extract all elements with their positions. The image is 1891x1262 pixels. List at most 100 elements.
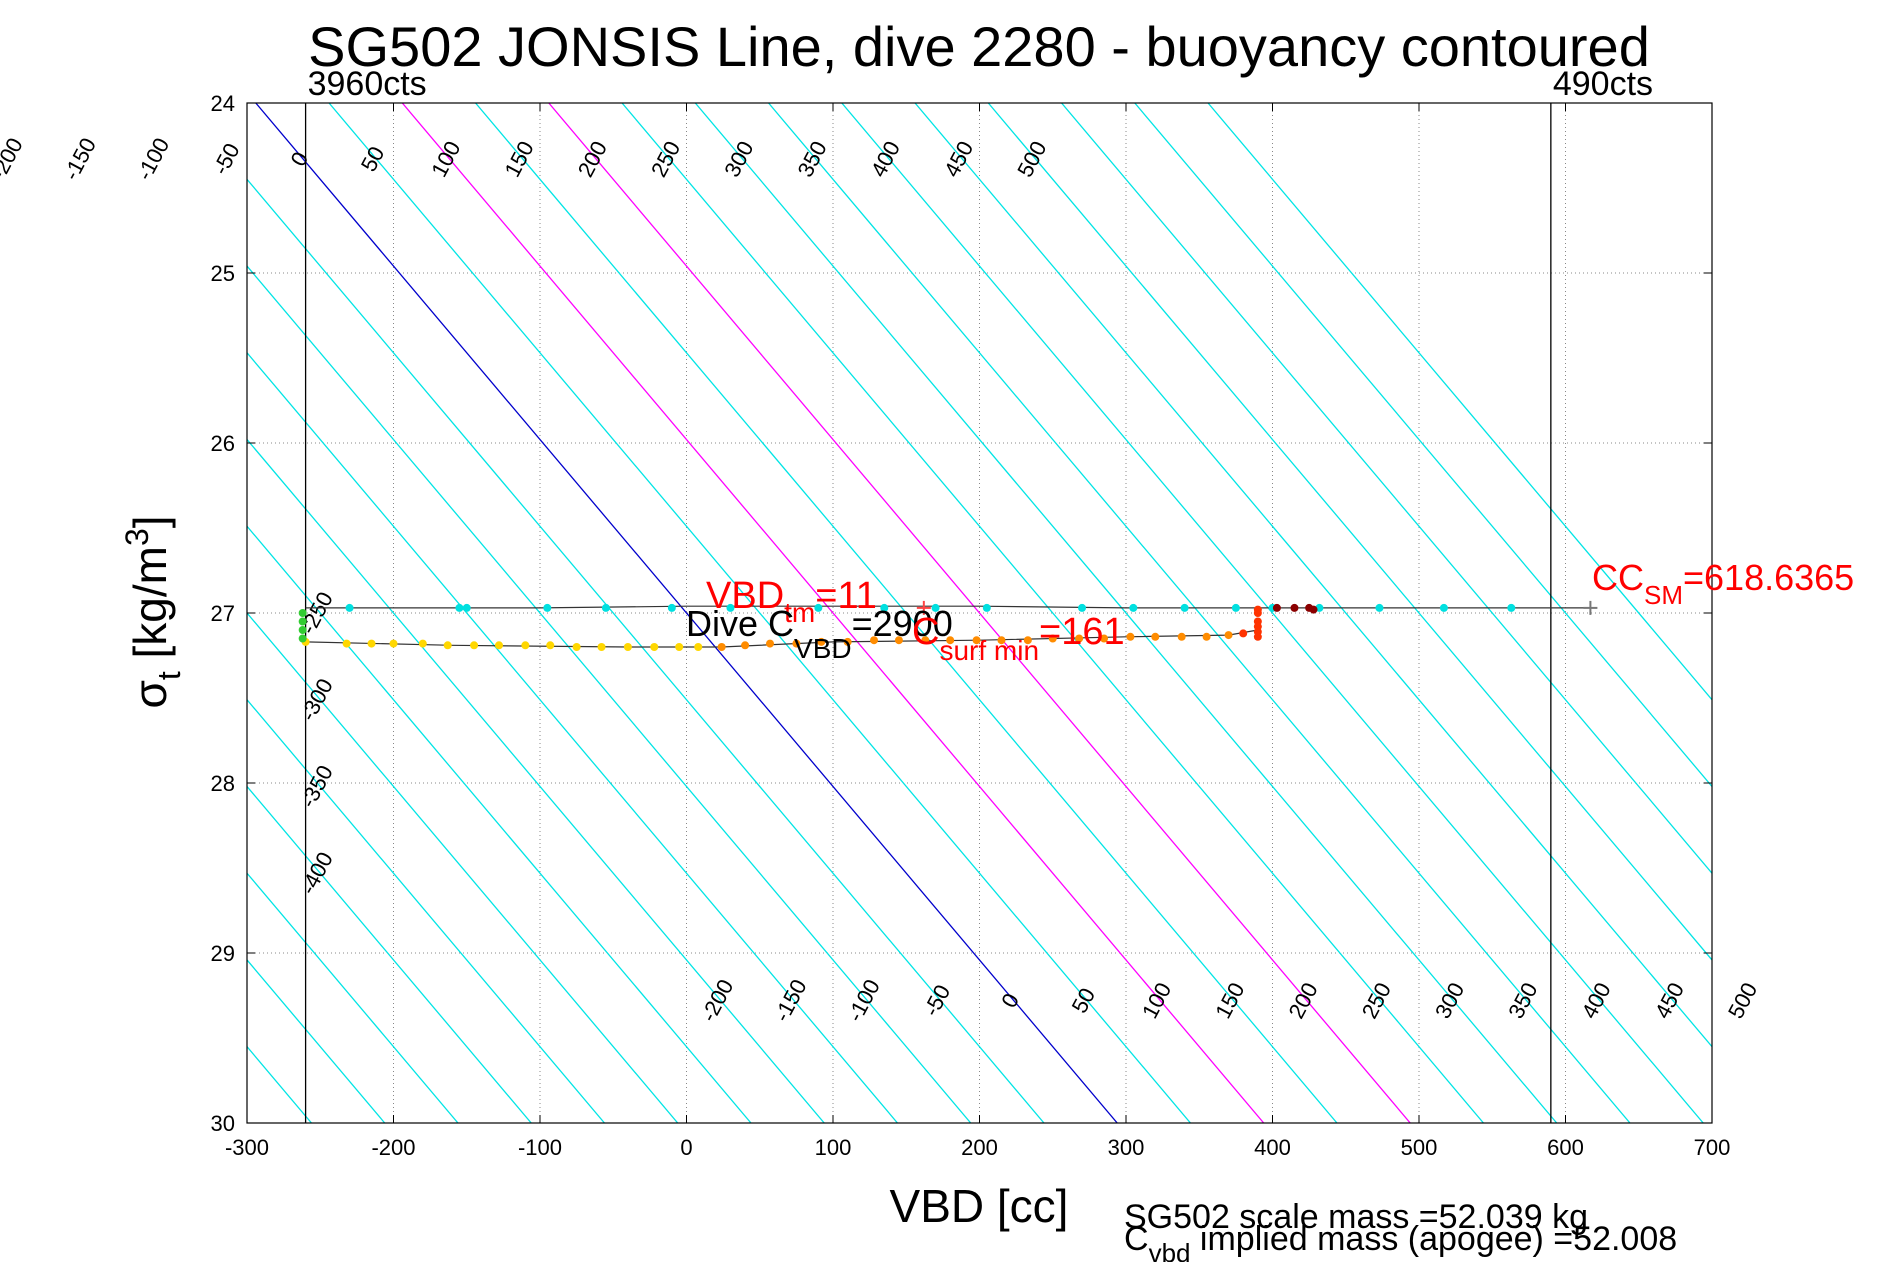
contour-line	[694, 103, 1558, 1123]
contour-label-bottom: 0	[996, 989, 1024, 1012]
y-axis-label-main: [kg/m	[124, 546, 176, 671]
x-tick-label: -200	[371, 1135, 415, 1160]
data-point	[792, 639, 801, 648]
x-tick-label: -100	[518, 1135, 562, 1160]
y-tick-label: 29	[211, 941, 235, 966]
contour-line	[247, 351, 898, 1123]
contour-line	[1134, 103, 1712, 788]
c-surf-min-main: C	[912, 611, 939, 653]
contour-label-top: 500	[1012, 137, 1051, 181]
contour-label-left: -350	[295, 761, 338, 812]
data-point	[298, 609, 307, 617]
data-point	[843, 637, 852, 646]
data-point	[997, 636, 1006, 645]
data-point	[1309, 605, 1318, 614]
contour-label-top: 200	[573, 137, 612, 181]
data-point	[667, 603, 676, 612]
c-surf-min-value: =161	[1039, 611, 1125, 653]
data-point	[418, 639, 427, 648]
x-tick-label: 100	[815, 1135, 852, 1160]
profile-line	[305, 629, 1258, 648]
contour-label-bottom: -150	[769, 975, 812, 1026]
contour-label-top: -200	[0, 134, 28, 185]
data-point	[972, 636, 981, 645]
data-point	[1048, 634, 1057, 643]
contour-label-top: 250	[646, 137, 685, 181]
contour-line	[841, 103, 1704, 1123]
data-point	[521, 641, 530, 650]
data-point	[494, 641, 503, 650]
vbd-tm-sub: tm	[784, 597, 815, 628]
data-point	[455, 603, 464, 612]
x-tick-label: 200	[961, 1135, 998, 1160]
data-point	[870, 636, 879, 645]
contour-label-top: -100	[132, 134, 175, 185]
data-point	[694, 643, 703, 651]
data-point	[1253, 605, 1262, 614]
vbd-tm-annotation: VBDtm=11	[706, 575, 877, 628]
dive-c-value: =2900	[852, 603, 953, 644]
data-point	[1202, 632, 1211, 641]
data-point	[1151, 632, 1160, 641]
data-point	[1129, 603, 1138, 612]
data-point	[726, 603, 735, 612]
c-surf-min-annotation: Csurf min=161	[912, 611, 1125, 666]
cc-sm-main: CC	[1592, 557, 1644, 598]
contour-line	[255, 103, 1118, 1123]
data-point	[1290, 603, 1299, 612]
contour-line	[768, 103, 1631, 1123]
data-point	[946, 636, 955, 645]
x-axis-label: VBD [cc]	[890, 1180, 1069, 1232]
dive-c-sub: VBD	[794, 633, 852, 664]
y-axis-label-sup: 3	[119, 528, 155, 546]
contour-label-bottom: 100	[1137, 978, 1176, 1022]
data-point	[470, 641, 479, 650]
contour-label-top: 50	[356, 142, 390, 175]
data-point	[894, 636, 903, 645]
y-axis-label: σt [kg/m3]	[119, 515, 187, 708]
data-point	[546, 641, 555, 650]
data-point	[1075, 634, 1084, 643]
x-tick-label: 700	[1694, 1135, 1731, 1160]
contour-line	[328, 103, 1191, 1123]
count-limit-label: 3960cts	[308, 65, 427, 103]
contour-label-top: 450	[939, 137, 978, 181]
contour-line	[621, 103, 1484, 1123]
contour-label-top: 300	[719, 137, 758, 181]
implied-mass-main: C	[1124, 1220, 1149, 1258]
contour-line	[247, 438, 825, 1123]
data-point	[1253, 632, 1262, 641]
data-point	[1078, 603, 1087, 612]
data-point	[1439, 603, 1448, 612]
x-tick-label: 300	[1108, 1135, 1145, 1160]
data-point	[1100, 634, 1109, 643]
contour-label-bottom: 200	[1283, 978, 1322, 1022]
data-point	[982, 603, 991, 612]
contour-label-bottom: -200	[696, 975, 739, 1026]
contour-label-left: -300	[295, 674, 338, 725]
cc-sm-sub: SM	[1644, 580, 1683, 610]
data-point	[1272, 603, 1281, 612]
data-point	[766, 639, 775, 648]
data-point	[597, 643, 606, 651]
contour-label-top: 350	[793, 137, 832, 181]
contour-line	[548, 103, 1411, 1123]
data-point	[623, 643, 632, 651]
contour-label-top: 0	[286, 148, 314, 171]
count-limit-label: 490cts	[1553, 65, 1653, 103]
data-point	[367, 639, 376, 648]
y-tick-label: 26	[211, 431, 235, 456]
data-point	[1224, 631, 1233, 640]
data-point	[298, 617, 307, 626]
data-point	[1023, 636, 1032, 645]
data-point	[1231, 603, 1240, 612]
contour-line	[1061, 103, 1712, 875]
data-point	[601, 603, 610, 612]
contour-line	[247, 698, 605, 1123]
cc-sm-value: =618.6365	[1683, 557, 1854, 598]
contour-line	[1207, 103, 1712, 701]
data-point	[814, 603, 823, 612]
data-point	[921, 636, 930, 645]
contour-label-top: 150	[500, 137, 539, 181]
